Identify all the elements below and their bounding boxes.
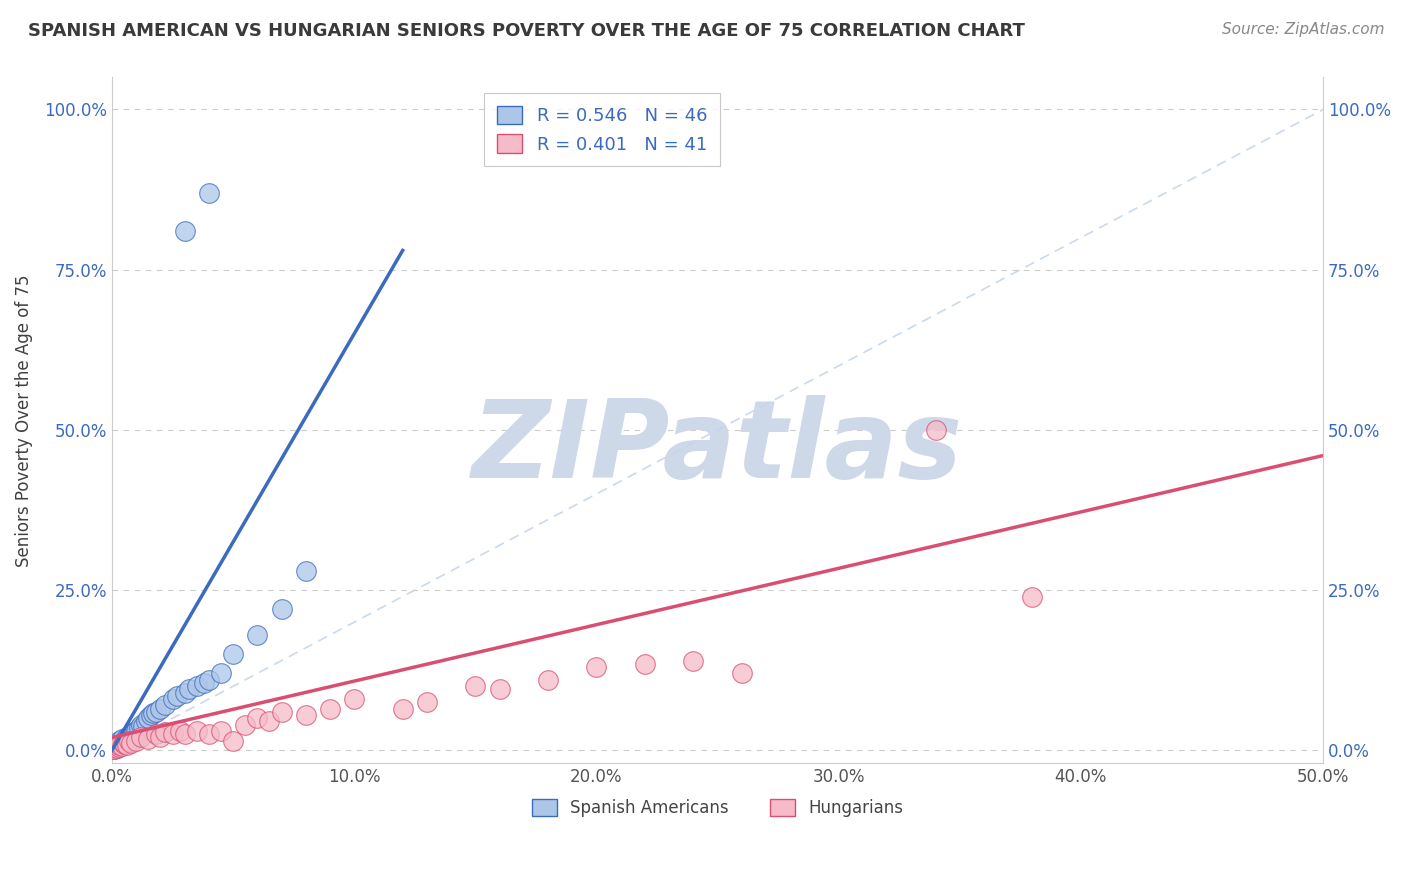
Point — [105, 740, 128, 755]
Point — [246, 711, 269, 725]
Point — [259, 714, 281, 729]
Point — [122, 731, 145, 745]
Point — [108, 739, 131, 754]
Point — [111, 738, 134, 752]
Point — [416, 695, 439, 709]
Point — [246, 628, 269, 642]
Point — [270, 602, 292, 616]
Point — [105, 738, 128, 752]
Legend: Spanish Americans, Hungarians: Spanish Americans, Hungarians — [524, 792, 910, 823]
Point — [924, 423, 946, 437]
Point — [198, 673, 221, 687]
Point — [233, 717, 256, 731]
Point — [179, 682, 201, 697]
Point — [120, 731, 142, 746]
Point — [108, 733, 131, 747]
Point — [731, 666, 754, 681]
Point — [136, 711, 159, 725]
Point — [155, 725, 177, 739]
Point — [488, 682, 510, 697]
Point — [193, 676, 215, 690]
Point — [128, 721, 150, 735]
Text: Source: ZipAtlas.com: Source: ZipAtlas.com — [1222, 22, 1385, 37]
Text: SPANISH AMERICAN VS HUNGARIAN SENIORS POVERTY OVER THE AGE OF 75 CORRELATION CHA: SPANISH AMERICAN VS HUNGARIAN SENIORS PO… — [28, 22, 1025, 40]
Point — [129, 731, 152, 745]
Point — [125, 724, 148, 739]
Point — [112, 736, 135, 750]
Point — [103, 742, 125, 756]
Point — [209, 724, 232, 739]
Point — [125, 727, 148, 741]
Point — [391, 701, 413, 715]
Point — [108, 738, 131, 752]
Point — [162, 727, 184, 741]
Point — [149, 731, 172, 745]
Point — [173, 224, 195, 238]
Point — [186, 679, 208, 693]
Point — [209, 666, 232, 681]
Point — [118, 733, 141, 747]
Point — [118, 729, 141, 743]
Point — [115, 738, 138, 752]
Point — [173, 727, 195, 741]
Point — [136, 731, 159, 746]
Point — [122, 725, 145, 739]
Point — [294, 708, 316, 723]
Point — [120, 727, 142, 741]
Point — [115, 731, 138, 745]
Point — [186, 724, 208, 739]
Point — [1021, 590, 1043, 604]
Point — [111, 731, 134, 746]
Point — [108, 737, 131, 751]
Point — [118, 733, 141, 747]
Point — [105, 741, 128, 756]
Point — [129, 717, 152, 731]
Point — [125, 733, 148, 747]
Point — [198, 727, 221, 741]
Point — [166, 689, 188, 703]
Point — [145, 727, 167, 741]
Point — [103, 740, 125, 755]
Point — [112, 737, 135, 751]
Point — [319, 701, 342, 715]
Point — [155, 698, 177, 713]
Point — [173, 685, 195, 699]
Point — [111, 739, 134, 754]
Point — [682, 654, 704, 668]
Point — [222, 733, 245, 747]
Point — [111, 736, 134, 750]
Point — [198, 186, 221, 200]
Point — [634, 657, 657, 671]
Point — [103, 742, 125, 756]
Point — [132, 719, 155, 733]
Point — [343, 692, 366, 706]
Point — [135, 714, 157, 729]
Point — [294, 564, 316, 578]
Y-axis label: Seniors Poverty Over the Age of 75: Seniors Poverty Over the Age of 75 — [15, 274, 32, 566]
Point — [537, 673, 560, 687]
Point — [112, 737, 135, 751]
Point — [120, 736, 142, 750]
Point — [464, 679, 486, 693]
Point — [162, 692, 184, 706]
Point — [270, 705, 292, 719]
Point — [222, 647, 245, 661]
Point — [149, 701, 172, 715]
Point — [169, 724, 191, 739]
Point — [115, 736, 138, 750]
Point — [142, 706, 165, 720]
Point — [145, 705, 167, 719]
Text: ZIPatlas: ZIPatlas — [472, 395, 963, 500]
Point — [585, 660, 607, 674]
Point — [139, 708, 162, 723]
Point — [112, 733, 135, 747]
Point — [108, 740, 131, 755]
